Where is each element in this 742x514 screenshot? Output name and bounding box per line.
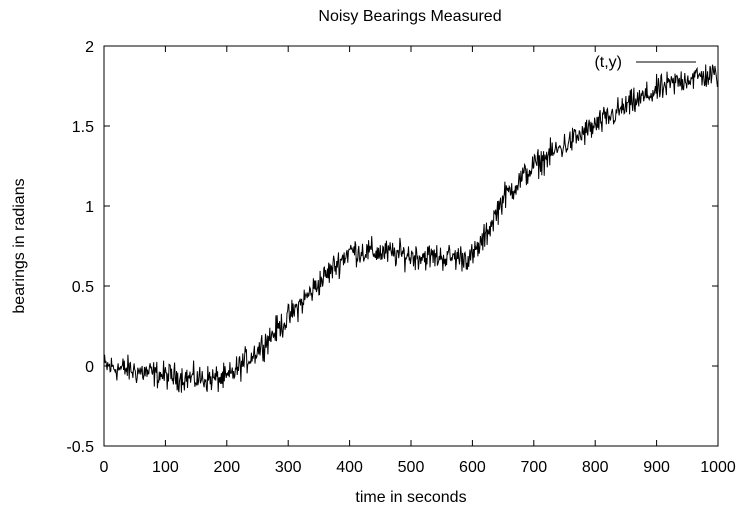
x-tick-label: 400 [336,459,363,476]
x-tick-label: 700 [520,459,547,476]
y-tick-label: 2 [85,39,94,56]
y-tick-label: 1 [85,199,94,216]
x-tick-label: 300 [275,459,302,476]
x-tick-label: 600 [459,459,486,476]
x-tick-label: 900 [643,459,670,476]
y-tick-label: -0.5 [66,439,94,456]
x-tick-label: 800 [582,459,609,476]
x-tick-label: 0 [100,459,109,476]
x-tick-label: 100 [152,459,179,476]
x-axis-label: time in seconds [355,489,466,506]
series-line-t-y [103,64,719,393]
y-axis-ticks: -0.5 0 0.5 1 1.5 2 [66,39,718,456]
y-tick-label: 1.5 [72,119,94,136]
legend-label: (t,y) [594,54,622,71]
y-axis-label: bearings in radians [11,178,28,313]
x-axis-ticks: 0 100 200 300 400 500 600 700 800 900 1000 [100,46,736,476]
y-tick-label: 0 [85,359,94,376]
x-tick-label: 200 [213,459,240,476]
chart-title: Noisy Bearings Measured [318,8,501,25]
x-tick-label: 1000 [700,459,736,476]
y-tick-label: 0.5 [72,279,94,296]
x-tick-label: 500 [398,459,425,476]
